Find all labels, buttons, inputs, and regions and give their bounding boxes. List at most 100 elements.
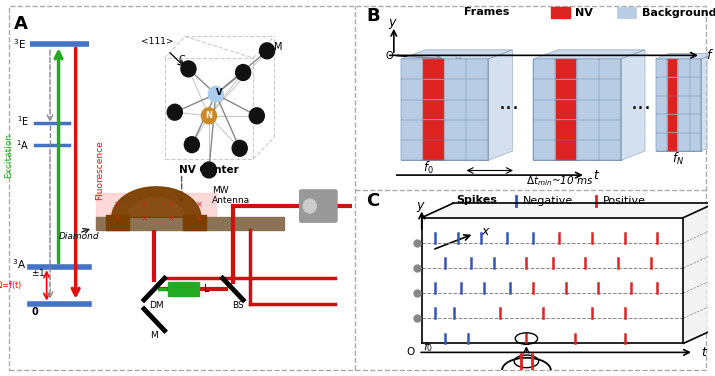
Text: $f_0$: $f_0$ [423, 160, 434, 176]
Bar [445, 100, 465, 120]
Bar [668, 115, 678, 132]
Bar [534, 120, 555, 140]
Circle shape [250, 108, 265, 124]
Bar [423, 120, 444, 140]
Circle shape [232, 140, 247, 156]
Polygon shape [488, 50, 513, 160]
Text: M: M [274, 42, 282, 52]
Bar [690, 96, 700, 114]
Bar [679, 115, 689, 132]
Text: x: x [481, 226, 488, 238]
Bar [402, 100, 422, 120]
Text: $\times$: $\times$ [167, 200, 175, 209]
Text: $^3$E: $^3$E [14, 37, 26, 50]
Bar [690, 59, 700, 77]
Bar [679, 59, 689, 77]
Bar [467, 59, 488, 79]
Circle shape [202, 108, 217, 124]
Bar [423, 141, 444, 160]
Text: DM: DM [149, 301, 163, 310]
Text: x: x [453, 55, 460, 67]
Text: Diamond: Diamond [59, 232, 99, 241]
Bar [423, 80, 444, 99]
Bar [556, 141, 576, 160]
Text: $\Delta t_{min}$~10 ms: $\Delta t_{min}$~10 ms [526, 174, 594, 188]
Bar [467, 141, 488, 160]
Text: Positive: Positive [603, 196, 646, 206]
Polygon shape [422, 203, 715, 218]
Circle shape [184, 137, 199, 153]
Polygon shape [401, 50, 513, 59]
Text: L: L [204, 284, 209, 294]
Text: <111>: <111> [142, 37, 174, 46]
Bar [578, 120, 598, 140]
Bar [402, 80, 422, 99]
Text: M: M [150, 332, 158, 341]
Bar [96, 193, 216, 229]
Text: $\times$: $\times$ [140, 200, 148, 209]
Text: Frames: Frames [463, 8, 509, 17]
Circle shape [236, 65, 251, 80]
Polygon shape [684, 203, 715, 343]
Text: O: O [407, 347, 415, 357]
Text: $\mathbf{0}$: $\mathbf{0}$ [31, 305, 39, 317]
Circle shape [181, 61, 196, 77]
Text: N: N [205, 111, 212, 120]
Text: ···: ··· [498, 99, 520, 119]
Bar [690, 115, 700, 132]
Bar [690, 133, 700, 151]
Bar [556, 100, 576, 120]
Bar [578, 100, 598, 120]
Text: BS: BS [232, 301, 244, 310]
FancyBboxPatch shape [300, 190, 337, 222]
Bar [467, 100, 488, 120]
Text: t: t [701, 346, 706, 359]
Bar [656, 78, 666, 96]
Polygon shape [656, 53, 715, 59]
Bar [679, 96, 689, 114]
Polygon shape [621, 50, 645, 160]
Text: y: y [417, 199, 424, 212]
Text: C: C [178, 55, 185, 65]
Bar [599, 100, 620, 120]
Circle shape [260, 43, 275, 59]
Bar [445, 120, 465, 140]
Bar [445, 141, 465, 160]
Text: A: A [14, 15, 28, 33]
Text: ···: ··· [631, 99, 652, 119]
Bar [617, 8, 636, 18]
Bar [556, 59, 576, 79]
Text: $\times$: $\times$ [194, 200, 202, 209]
Bar [168, 282, 199, 296]
Text: $t$: $t$ [593, 168, 600, 182]
Bar [402, 120, 422, 140]
Bar [578, 141, 598, 160]
Bar [402, 141, 422, 160]
Bar [556, 120, 576, 140]
Circle shape [208, 86, 223, 102]
Bar [679, 78, 689, 96]
Bar [656, 115, 666, 132]
Text: NV Center: NV Center [179, 165, 239, 175]
Bar [690, 78, 700, 96]
Bar [534, 100, 555, 120]
Bar [668, 59, 678, 77]
Bar [445, 59, 465, 79]
Bar [578, 59, 598, 79]
Bar [599, 120, 620, 140]
Bar [402, 59, 422, 79]
Bar [679, 133, 689, 151]
Polygon shape [656, 59, 701, 151]
Bar [599, 59, 620, 79]
Bar [445, 80, 465, 99]
Text: O: O [385, 51, 393, 61]
Text: Negative: Negative [523, 196, 573, 206]
Polygon shape [401, 59, 488, 160]
Bar [556, 80, 576, 99]
Text: NV: NV [576, 8, 593, 18]
Text: Spikes: Spikes [457, 195, 498, 205]
Text: B: B [366, 6, 380, 24]
Text: $\Omega$=f(t): $\Omega$=f(t) [0, 279, 23, 291]
Text: y: y [388, 16, 396, 29]
Bar [578, 80, 598, 99]
